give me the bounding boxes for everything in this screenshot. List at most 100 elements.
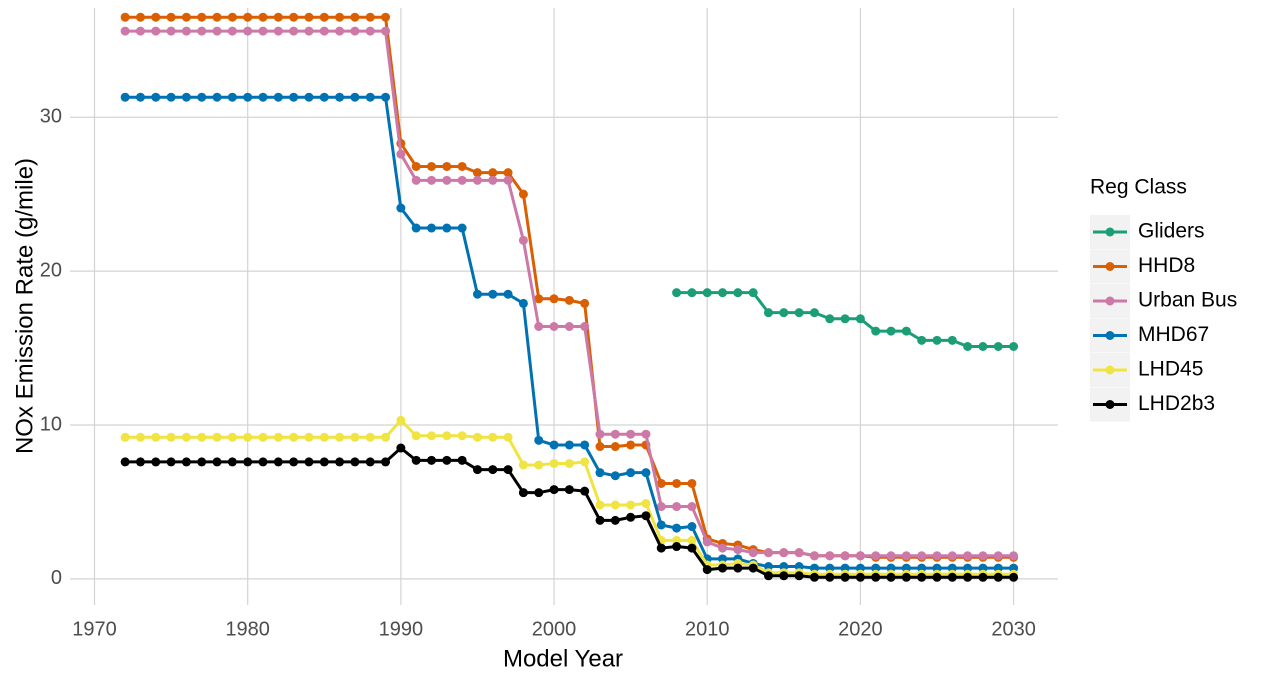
- point: [120, 457, 130, 467]
- point: [396, 203, 406, 213]
- y-tick-label: 10: [40, 413, 62, 435]
- legend-key-point: [1105, 227, 1115, 237]
- point: [580, 486, 590, 496]
- x-axis-title: Model Year: [503, 645, 623, 672]
- point: [518, 189, 528, 199]
- legend-label: LHD2b3: [1138, 392, 1215, 415]
- point: [932, 551, 942, 561]
- point: [702, 537, 712, 547]
- point: [580, 457, 590, 467]
- point: [197, 26, 207, 36]
- point: [748, 548, 758, 558]
- point: [871, 572, 881, 582]
- point: [442, 431, 452, 441]
- x-tick-label: 1970: [72, 618, 117, 640]
- legend-key-point: [1105, 365, 1115, 375]
- y-tick-label: 30: [40, 106, 62, 128]
- series: [120, 12, 1019, 562]
- x-tick-label: 2000: [532, 618, 577, 640]
- series: [120, 26, 1019, 561]
- point: [350, 432, 360, 442]
- point: [503, 465, 513, 475]
- point: [687, 522, 697, 532]
- legend-label: HHD8: [1138, 254, 1195, 277]
- point: [273, 26, 283, 36]
- point: [993, 551, 1003, 561]
- point: [626, 512, 636, 522]
- point: [718, 543, 728, 553]
- point: [427, 161, 437, 171]
- point: [748, 288, 758, 298]
- point: [411, 161, 421, 171]
- point: [687, 478, 697, 488]
- point: [181, 92, 191, 102]
- point: [365, 12, 375, 22]
- point: [610, 442, 620, 452]
- point: [442, 161, 452, 171]
- point: [258, 457, 268, 467]
- point: [1009, 342, 1019, 352]
- point: [534, 294, 544, 304]
- point: [779, 308, 789, 318]
- point: [763, 548, 773, 558]
- point: [549, 458, 559, 468]
- point: [871, 551, 881, 561]
- legend-label: Urban Bus: [1138, 289, 1237, 312]
- point: [243, 432, 253, 442]
- point: [411, 175, 421, 185]
- point: [289, 92, 299, 102]
- point: [518, 298, 528, 308]
- point: [197, 432, 207, 442]
- point: [197, 92, 207, 102]
- point: [580, 440, 590, 450]
- point: [427, 223, 437, 233]
- point: [273, 12, 283, 22]
- point: [212, 12, 222, 22]
- point: [273, 457, 283, 467]
- point: [901, 563, 911, 573]
- point: [151, 432, 161, 442]
- point: [350, 26, 360, 36]
- point: [901, 326, 911, 336]
- point: [135, 92, 145, 102]
- point: [763, 562, 773, 572]
- point: [794, 548, 804, 558]
- point: [809, 563, 819, 573]
- point: [427, 455, 437, 465]
- point: [442, 455, 452, 465]
- point: [595, 500, 605, 510]
- point: [978, 572, 988, 582]
- point: [227, 26, 237, 36]
- series: [120, 443, 1019, 582]
- point: [1009, 563, 1019, 573]
- point: [656, 543, 666, 553]
- point: [901, 572, 911, 582]
- point: [794, 571, 804, 581]
- point: [932, 563, 942, 573]
- point: [855, 551, 865, 561]
- x-tick-label: 1980: [225, 618, 270, 640]
- point: [243, 12, 253, 22]
- point: [947, 335, 957, 345]
- x-tick-label: 2030: [991, 618, 1036, 640]
- point: [212, 92, 222, 102]
- point: [534, 488, 544, 498]
- point: [135, 457, 145, 467]
- point: [335, 26, 345, 36]
- point: [319, 457, 329, 467]
- legend-label: MHD67: [1138, 323, 1209, 346]
- point: [488, 289, 498, 299]
- point: [641, 511, 651, 521]
- point: [626, 500, 636, 510]
- point: [718, 554, 728, 564]
- point: [273, 92, 283, 102]
- point: [947, 563, 957, 573]
- point: [135, 12, 145, 22]
- point: [227, 92, 237, 102]
- point: [687, 502, 697, 512]
- point: [350, 12, 360, 22]
- point: [809, 308, 819, 318]
- point: [825, 314, 835, 324]
- point: [840, 314, 850, 324]
- point: [289, 432, 299, 442]
